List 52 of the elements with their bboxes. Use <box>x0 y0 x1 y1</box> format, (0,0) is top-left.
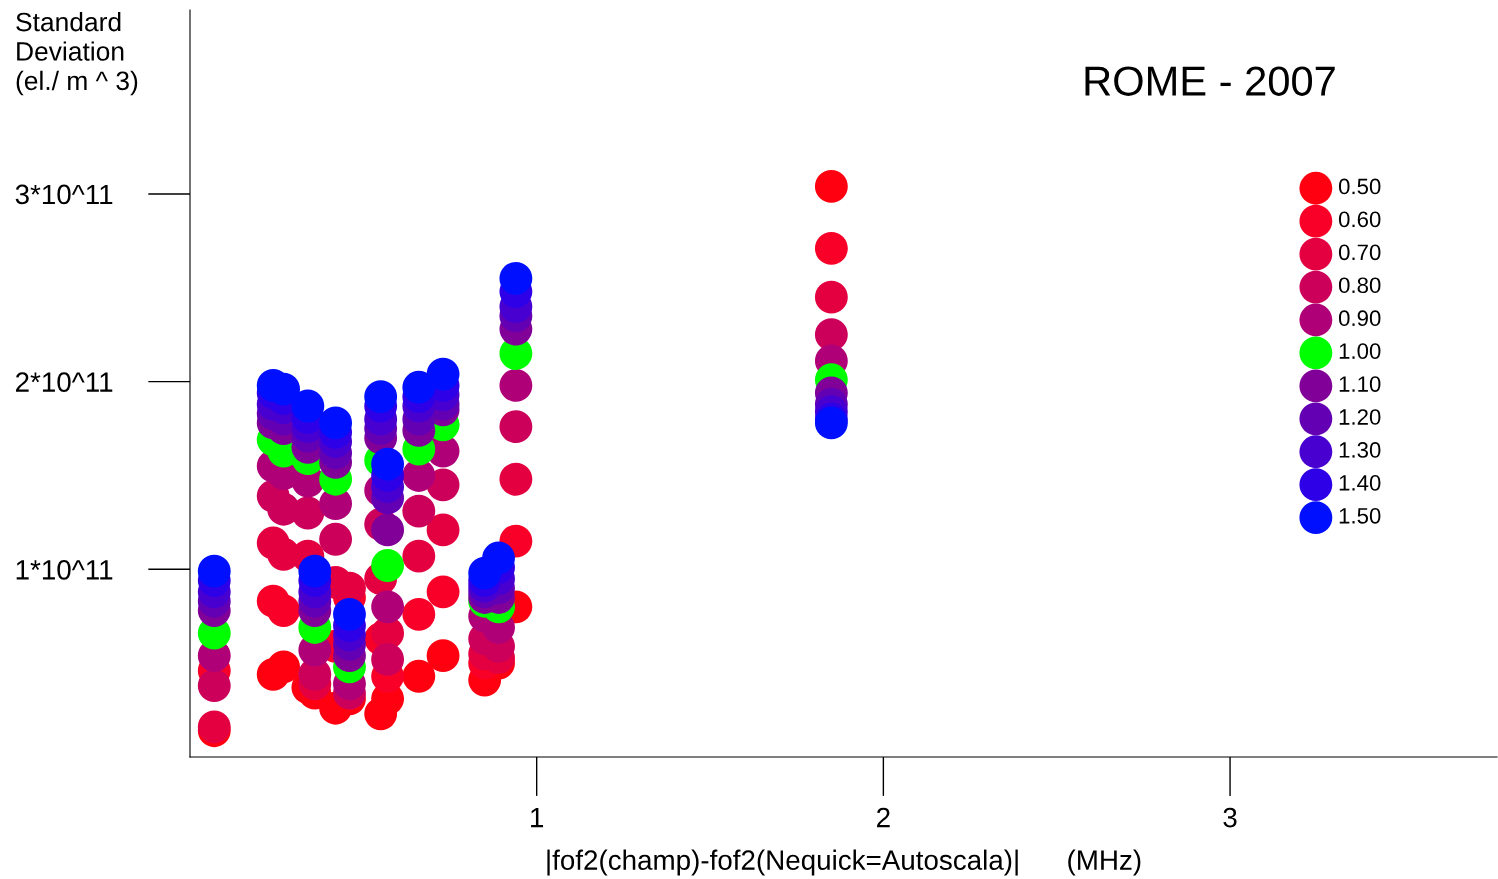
legend-label: 1.50 <box>1339 507 1381 524</box>
legend-label: 1.00 <box>1339 343 1381 359</box>
point <box>402 659 436 693</box>
point <box>499 368 533 402</box>
x-axis-title: |fof2(champ)-fof2(Nequick=Autoscala)| (MHz) <box>547 849 1141 876</box>
point <box>402 494 436 528</box>
point <box>267 594 301 628</box>
point <box>197 554 231 588</box>
legend-label: 0.80 <box>1338 277 1381 294</box>
point <box>319 406 353 440</box>
legend-label: 0.90 <box>1338 310 1381 327</box>
legend-label: 1.20 <box>1339 409 1381 425</box>
point <box>291 496 325 530</box>
point <box>814 169 848 203</box>
point <box>499 410 533 444</box>
y-axis-title: Standard Deviation (el./ m ^ 3) <box>16 12 138 96</box>
point <box>402 539 436 573</box>
legend-label: 0.60 <box>1338 211 1381 228</box>
point <box>499 462 533 496</box>
point <box>482 541 515 575</box>
point <box>291 389 325 423</box>
point <box>426 513 460 547</box>
point <box>426 639 460 673</box>
legend-label: 1.30 <box>1339 442 1381 458</box>
legend-label: 0.70 <box>1338 244 1381 261</box>
text: ROME - 2007 <box>1085 66 1335 96</box>
point <box>298 554 332 588</box>
legend-label: 0.50 <box>1338 178 1381 195</box>
point <box>364 380 398 414</box>
y-tick-label: 2*10^11 <box>15 372 113 392</box>
legend-label: 1.40 <box>1339 475 1381 491</box>
point <box>371 642 405 676</box>
point <box>197 669 231 703</box>
x-tick-label: 3 <box>1223 807 1237 828</box>
point <box>814 280 848 314</box>
legend-label: 1.10 <box>1339 376 1381 392</box>
point <box>371 513 405 547</box>
point <box>319 522 353 556</box>
y-tick-label: 3*10^11 <box>15 184 113 205</box>
point <box>371 549 405 582</box>
point <box>499 261 533 295</box>
point <box>402 370 436 404</box>
point <box>371 447 405 481</box>
x-tick-label: 2 <box>877 807 890 828</box>
point <box>426 575 460 609</box>
point <box>814 231 848 265</box>
x-tick-label: 1 <box>531 808 544 828</box>
y-tick-label: 1*10^11 <box>16 559 113 580</box>
point <box>267 650 301 684</box>
point <box>371 590 405 624</box>
point <box>402 597 436 631</box>
point <box>426 357 460 391</box>
